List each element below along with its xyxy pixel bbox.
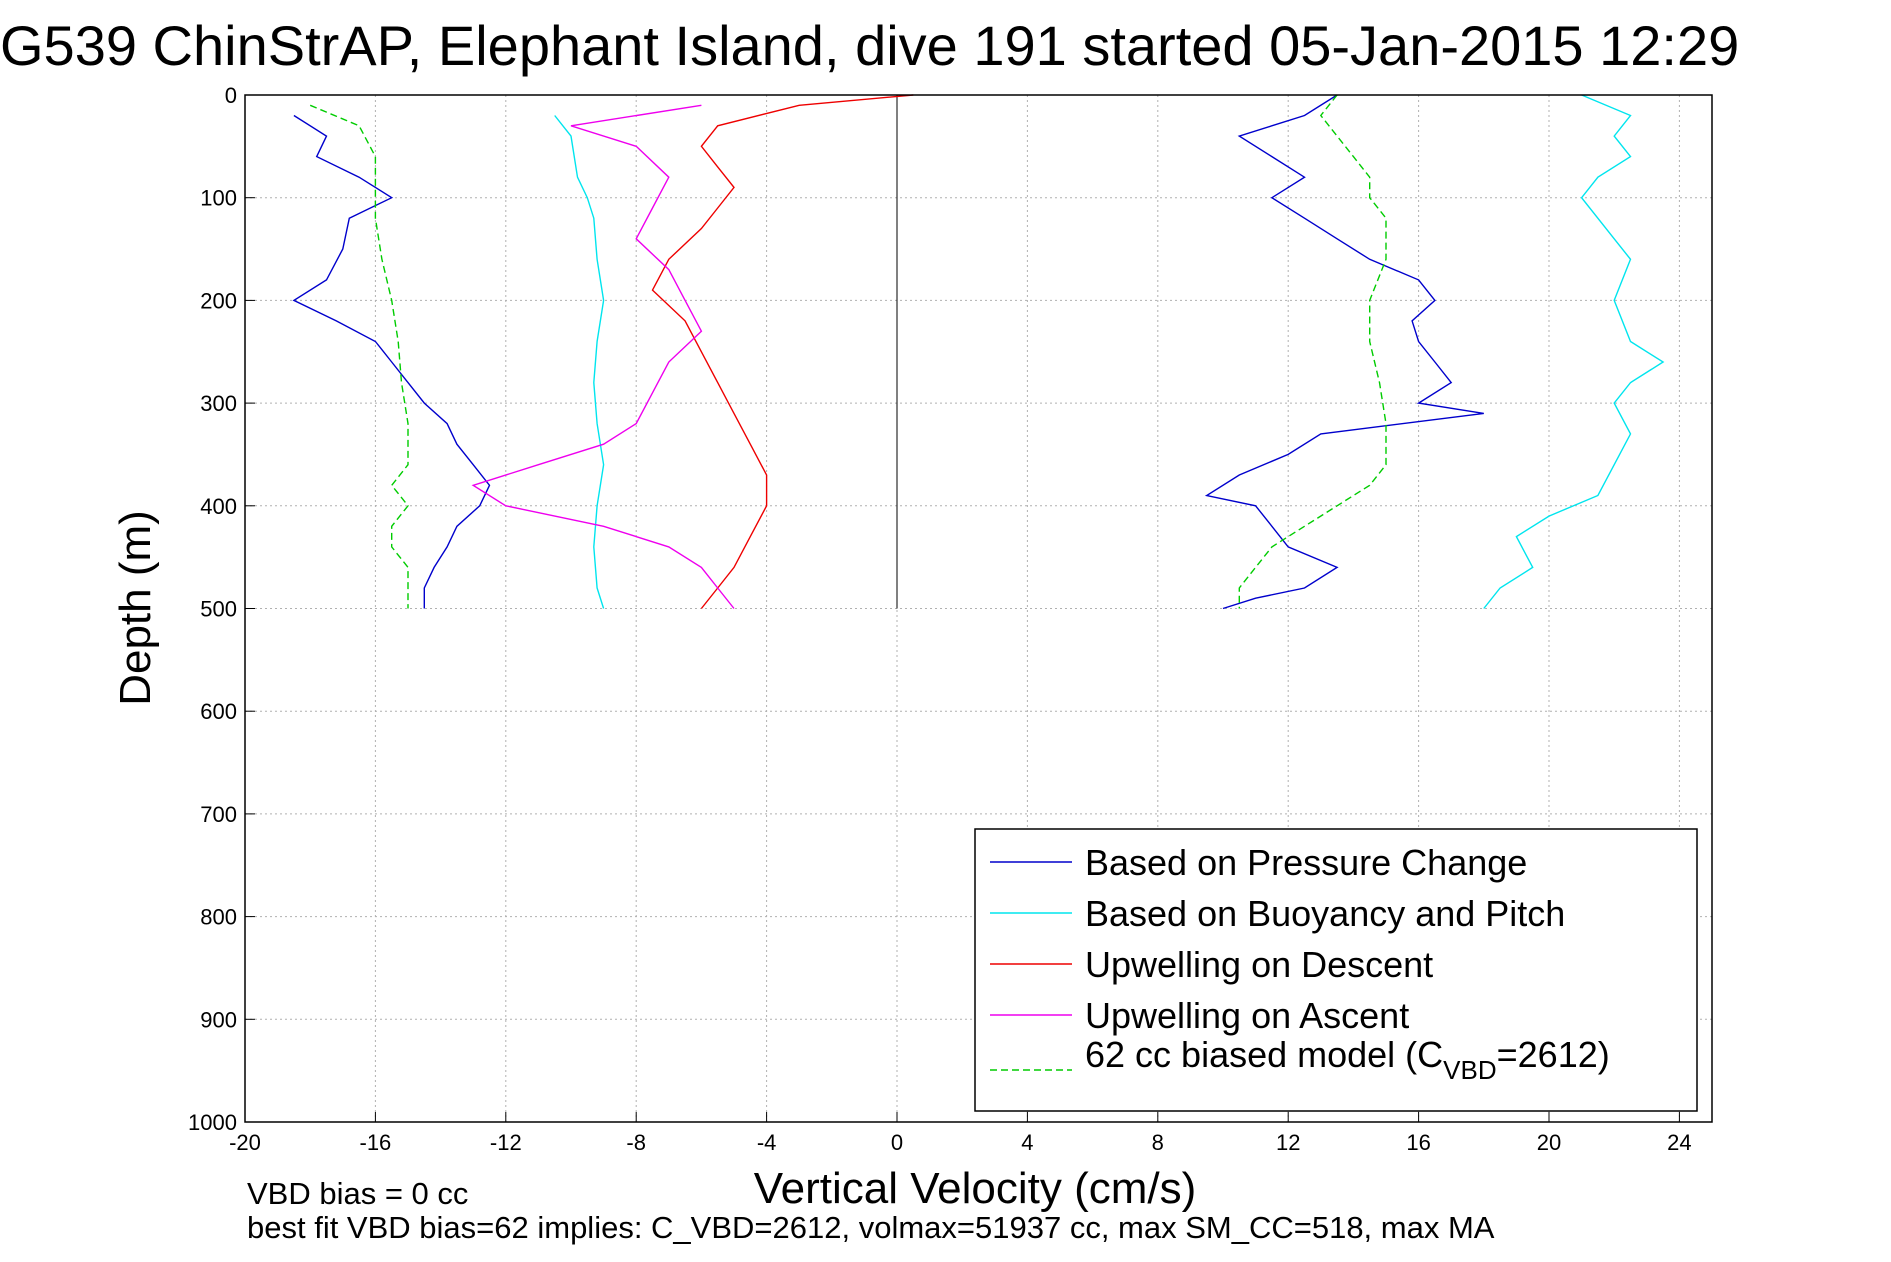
legend-label: Upwelling on Descent [1085, 944, 1433, 985]
y-tick-label: 600 [200, 699, 237, 724]
legend-box [974, 828, 1698, 1112]
series-5-descent-line [309, 104, 409, 609]
y-tick-label: 200 [200, 288, 237, 313]
legend: Based on Pressure Change Based on Buoyanc… [974, 828, 1698, 1112]
legend-label: Based on Pressure Change [1085, 842, 1527, 883]
x-tick-label: 0 [891, 1130, 903, 1155]
series-1-ascent-line [1204, 94, 1484, 610]
x-tick-label: -8 [626, 1130, 646, 1155]
y-tick-label: 0 [225, 83, 237, 108]
series-2-ascent-line [1483, 94, 1665, 609]
footer-line-1: VBD bias = 0 cc [247, 1176, 468, 1211]
y-tick-label: 700 [200, 802, 237, 827]
x-tick-label: 4 [1021, 1130, 1033, 1155]
x-tick-label: -12 [490, 1130, 522, 1155]
x-tick-label: -20 [229, 1130, 261, 1155]
x-tick-label: 16 [1406, 1130, 1430, 1155]
footer-line-2: best fit VBD bias=62 implies: C_VBD=2612… [247, 1210, 1495, 1245]
x-tick-label: 20 [1537, 1130, 1561, 1155]
x-axis-label: Vertical Velocity (cm/s) [754, 1164, 1197, 1213]
y-tick-label: 300 [200, 391, 237, 416]
series-4-line [471, 104, 735, 609]
x-tick-label: -4 [757, 1130, 777, 1155]
legend-label: Based on Buoyancy and Pitch [1085, 893, 1565, 934]
chart-title: G539 ChinStrAP, Elephant Island, dive 19… [0, 14, 1739, 77]
x-tick-label: 24 [1667, 1130, 1691, 1155]
y-axis-label: Depth (m) [111, 510, 160, 706]
y-tick-label: 500 [200, 597, 237, 622]
axis-ticks: -20 -16 -12 -8 -4 0 4 8 12 16 20 24 0 100 200 300 400 500… [188, 83, 1692, 1155]
series-1-descent-line [292, 114, 491, 609]
series-3-line [651, 94, 914, 609]
y-tick-label: 800 [200, 905, 237, 930]
legend-label: Upwelling on Ascent [1085, 995, 1409, 1036]
series-2-descent-line [554, 115, 605, 609]
y-tick-label: 900 [200, 1007, 237, 1032]
x-tick-label: 8 [1152, 1130, 1164, 1155]
plot-lines [292, 94, 1665, 610]
legend-label: 62 cc biased model (CVBD=2612) [1085, 1034, 1610, 1085]
y-tick-label: 1000 [188, 1110, 237, 1135]
series-5-ascent-line [1238, 94, 1387, 609]
y-tick-label: 400 [200, 494, 237, 519]
x-tick-label: 12 [1276, 1130, 1300, 1155]
y-tick-label: 100 [200, 186, 237, 211]
x-tick-label: -16 [360, 1130, 392, 1155]
